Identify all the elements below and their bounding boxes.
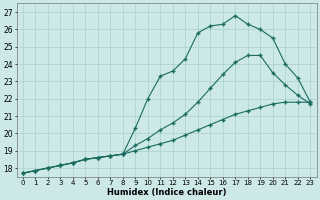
X-axis label: Humidex (Indice chaleur): Humidex (Indice chaleur): [107, 188, 226, 197]
